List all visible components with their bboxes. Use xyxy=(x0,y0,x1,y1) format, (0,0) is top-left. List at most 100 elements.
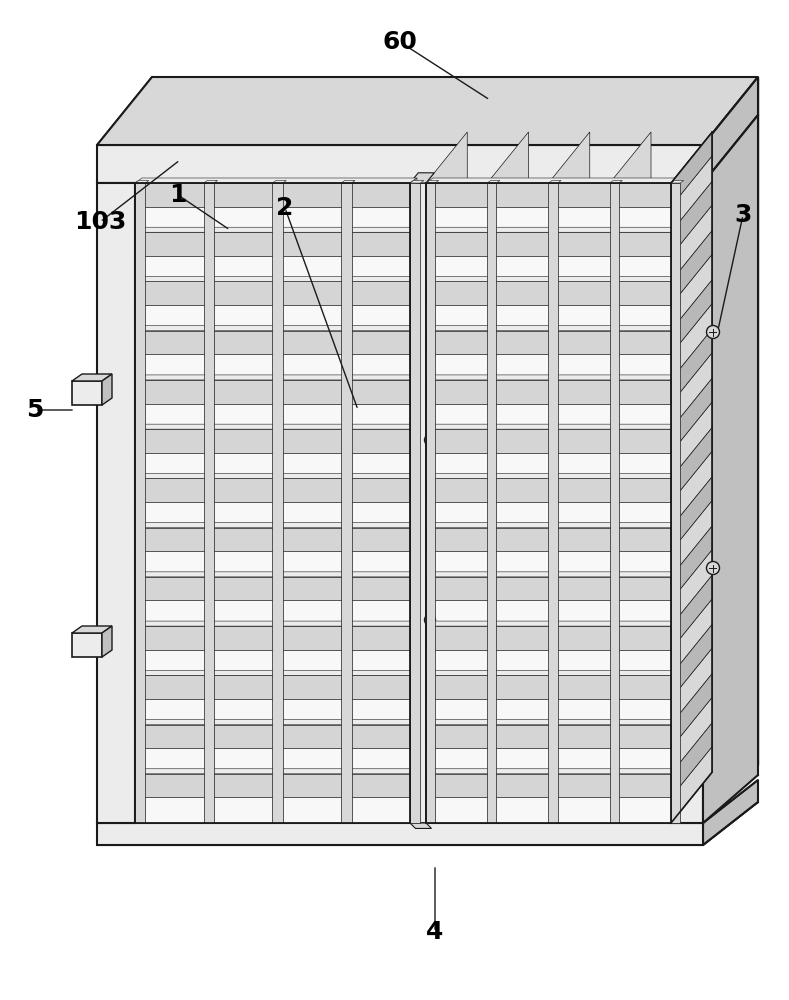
Text: 103: 103 xyxy=(74,210,126,234)
Polygon shape xyxy=(671,378,712,453)
Polygon shape xyxy=(671,132,712,207)
Polygon shape xyxy=(610,132,651,823)
Circle shape xyxy=(706,562,720,574)
Polygon shape xyxy=(426,180,439,183)
Polygon shape xyxy=(410,769,417,797)
Polygon shape xyxy=(671,230,712,305)
Polygon shape xyxy=(671,526,712,600)
Polygon shape xyxy=(410,227,417,256)
Polygon shape xyxy=(410,326,417,354)
Polygon shape xyxy=(410,424,417,453)
Polygon shape xyxy=(135,670,417,675)
Polygon shape xyxy=(671,723,712,797)
Polygon shape xyxy=(272,183,282,823)
Polygon shape xyxy=(426,178,678,183)
Circle shape xyxy=(424,614,436,626)
Polygon shape xyxy=(703,780,758,845)
Polygon shape xyxy=(135,326,417,331)
Polygon shape xyxy=(135,183,410,823)
Polygon shape xyxy=(671,230,712,305)
Polygon shape xyxy=(426,132,467,823)
Polygon shape xyxy=(671,180,684,183)
Circle shape xyxy=(706,326,720,338)
Polygon shape xyxy=(426,183,671,207)
Polygon shape xyxy=(410,473,417,502)
Polygon shape xyxy=(72,374,112,381)
Polygon shape xyxy=(152,77,758,115)
Polygon shape xyxy=(671,670,678,699)
Polygon shape xyxy=(610,180,623,183)
Polygon shape xyxy=(671,375,678,404)
Polygon shape xyxy=(426,183,436,823)
Text: 5: 5 xyxy=(26,398,43,422)
Polygon shape xyxy=(703,115,758,823)
Polygon shape xyxy=(671,624,712,699)
Polygon shape xyxy=(426,720,678,725)
Polygon shape xyxy=(426,769,678,774)
Polygon shape xyxy=(426,528,671,551)
Polygon shape xyxy=(135,183,410,207)
Polygon shape xyxy=(426,670,678,675)
Polygon shape xyxy=(671,178,678,207)
Polygon shape xyxy=(671,183,703,823)
Polygon shape xyxy=(426,626,671,650)
Polygon shape xyxy=(426,183,671,823)
Polygon shape xyxy=(671,280,712,354)
Polygon shape xyxy=(135,774,410,797)
Polygon shape xyxy=(135,429,410,453)
Polygon shape xyxy=(135,725,410,748)
Polygon shape xyxy=(204,180,218,183)
Polygon shape xyxy=(72,633,102,657)
Polygon shape xyxy=(97,823,703,845)
Polygon shape xyxy=(135,227,417,232)
Polygon shape xyxy=(135,528,410,551)
Polygon shape xyxy=(342,180,355,183)
Polygon shape xyxy=(671,624,712,699)
Polygon shape xyxy=(671,329,712,404)
Text: 2: 2 xyxy=(276,196,294,220)
Polygon shape xyxy=(135,375,417,380)
Polygon shape xyxy=(426,183,671,823)
Polygon shape xyxy=(135,478,410,502)
Polygon shape xyxy=(671,132,712,207)
Polygon shape xyxy=(426,276,678,281)
Polygon shape xyxy=(671,276,678,305)
Polygon shape xyxy=(410,375,417,404)
Polygon shape xyxy=(135,178,417,183)
Polygon shape xyxy=(135,331,410,354)
Polygon shape xyxy=(671,523,678,551)
Polygon shape xyxy=(410,670,417,699)
Polygon shape xyxy=(410,173,434,183)
Polygon shape xyxy=(135,424,417,429)
Polygon shape xyxy=(488,183,496,823)
Polygon shape xyxy=(426,478,671,502)
Polygon shape xyxy=(671,575,712,650)
Polygon shape xyxy=(426,375,678,380)
Polygon shape xyxy=(671,181,712,256)
Polygon shape xyxy=(135,183,410,823)
Polygon shape xyxy=(671,720,678,748)
Polygon shape xyxy=(410,183,421,823)
Polygon shape xyxy=(671,674,712,748)
Polygon shape xyxy=(671,473,678,502)
Polygon shape xyxy=(135,232,410,256)
Polygon shape xyxy=(671,427,712,502)
Polygon shape xyxy=(671,132,712,823)
Polygon shape xyxy=(671,769,678,797)
Polygon shape xyxy=(410,572,417,600)
Polygon shape xyxy=(135,572,417,577)
Polygon shape xyxy=(135,621,417,626)
Polygon shape xyxy=(488,132,529,823)
Polygon shape xyxy=(488,180,500,183)
Polygon shape xyxy=(97,802,758,845)
Polygon shape xyxy=(726,115,758,765)
Text: 1: 1 xyxy=(170,183,187,207)
Polygon shape xyxy=(426,281,671,305)
Polygon shape xyxy=(671,280,712,354)
Polygon shape xyxy=(610,183,619,823)
Polygon shape xyxy=(671,181,712,256)
Polygon shape xyxy=(548,180,561,183)
Polygon shape xyxy=(410,180,424,183)
Polygon shape xyxy=(671,329,712,404)
Polygon shape xyxy=(671,326,678,354)
